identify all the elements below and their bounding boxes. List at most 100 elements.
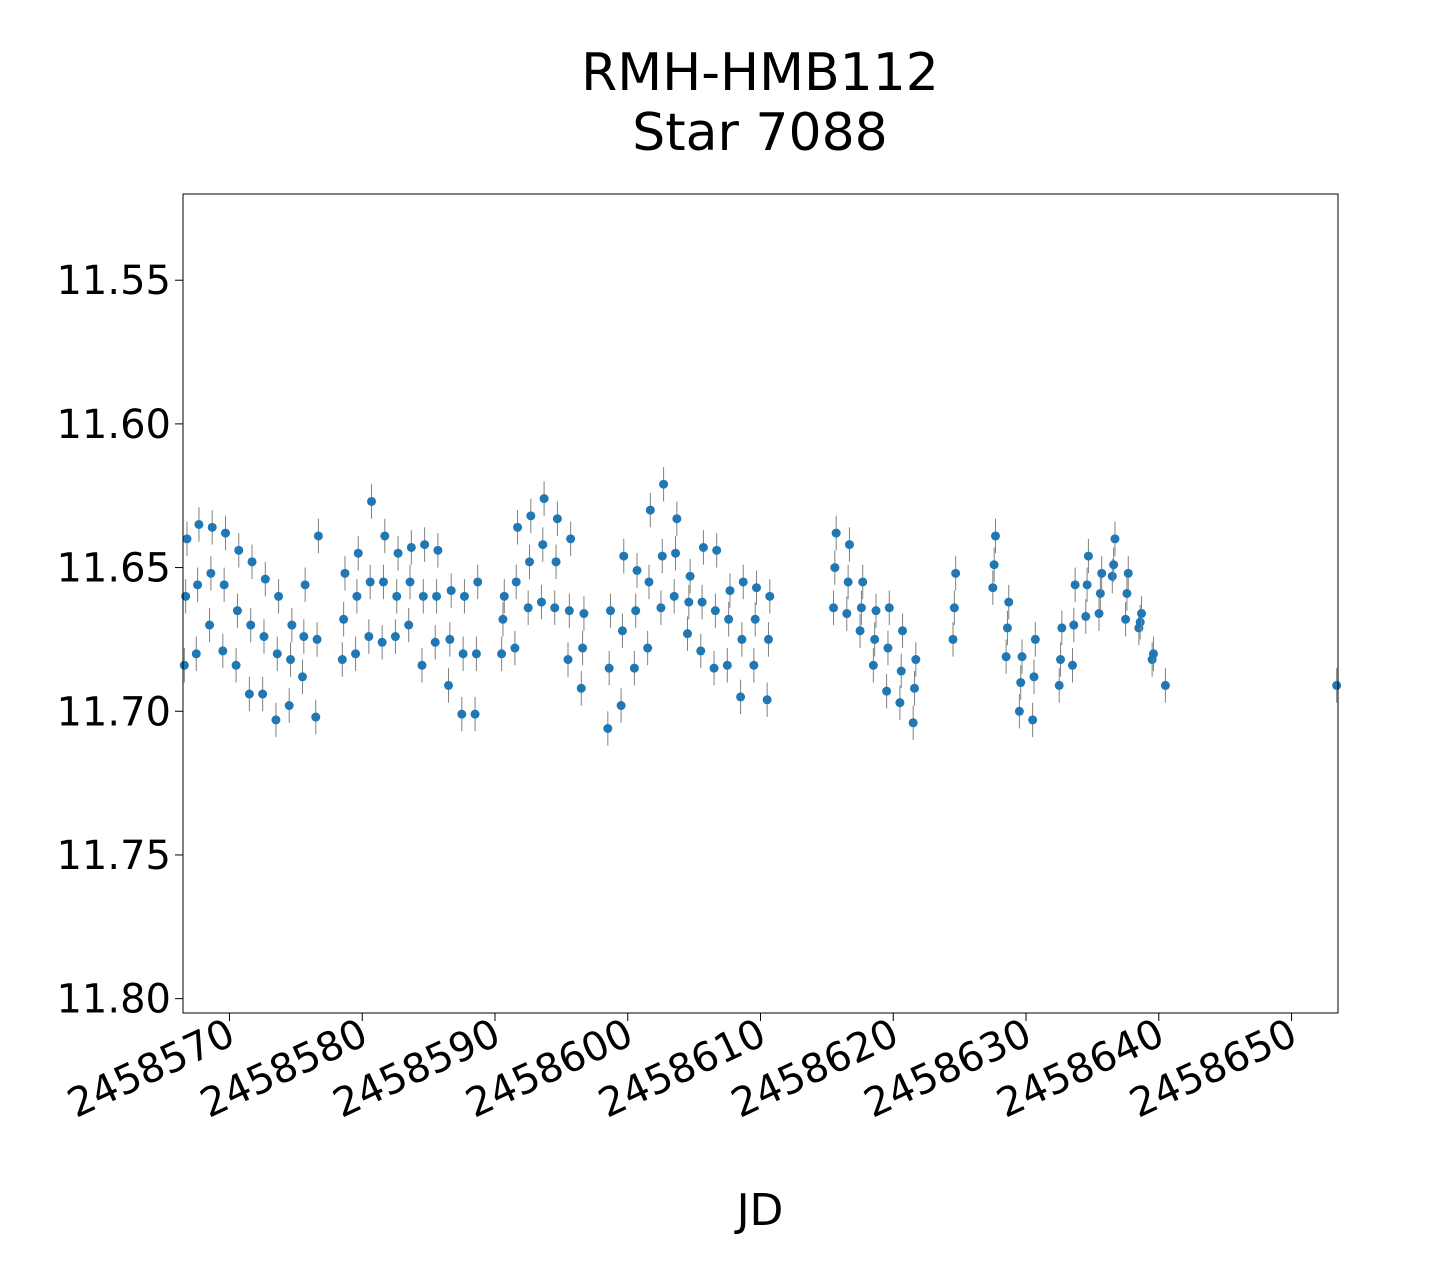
- data-marker: [1002, 623, 1012, 633]
- data-point: [631, 593, 641, 628]
- data-marker: [989, 560, 999, 570]
- data-point: [179, 648, 189, 683]
- data-point: [420, 527, 430, 562]
- data-marker: [603, 724, 613, 734]
- data-marker: [232, 606, 242, 616]
- data-point: [539, 481, 549, 516]
- data-marker: [949, 603, 959, 613]
- data-point: [669, 579, 679, 614]
- data-marker: [895, 698, 905, 708]
- data-marker: [552, 514, 562, 524]
- data-marker: [763, 634, 773, 644]
- data-marker: [432, 591, 442, 601]
- data-marker: [430, 637, 440, 647]
- data-point: [525, 544, 534, 580]
- data-marker: [244, 689, 254, 699]
- data-point: [1097, 556, 1107, 591]
- data-marker: [470, 709, 480, 719]
- data-point: [765, 579, 775, 614]
- data-point: [446, 573, 456, 608]
- data-point: [1067, 648, 1077, 683]
- data-point: [831, 515, 841, 551]
- data-marker: [1160, 680, 1170, 690]
- data-marker: [299, 632, 309, 642]
- data-point: [406, 530, 416, 565]
- data-point: [858, 564, 868, 600]
- data-point: [232, 593, 242, 628]
- data-point: [830, 550, 840, 585]
- data-point: [340, 556, 350, 591]
- y-tick-label: 11.75: [56, 833, 171, 879]
- data-point: [499, 579, 509, 614]
- data-marker: [353, 548, 363, 558]
- plot-frame: [182, 193, 1339, 1014]
- data-marker: [231, 660, 241, 670]
- data-marker: [378, 577, 388, 587]
- data-marker: [883, 643, 893, 653]
- data-marker: [578, 643, 588, 653]
- data-point: [404, 607, 414, 643]
- data-point: [725, 573, 735, 608]
- data-marker: [736, 692, 746, 702]
- data-marker: [1057, 623, 1067, 633]
- data-point: [763, 622, 773, 657]
- data-marker: [550, 603, 560, 613]
- data-marker: [1054, 680, 1064, 690]
- data-marker: [1016, 678, 1026, 688]
- data-point: [207, 510, 217, 545]
- data-marker: [351, 649, 361, 659]
- chart-subtitle: Star 7088: [632, 103, 888, 163]
- data-point: [194, 507, 204, 542]
- data-marker: [951, 568, 961, 578]
- data-marker: [340, 568, 350, 578]
- data-point: [551, 544, 561, 580]
- data-marker: [682, 629, 692, 639]
- data-point: [645, 492, 655, 528]
- data-point: [619, 538, 629, 574]
- data-point: [218, 633, 228, 669]
- data-point: [339, 602, 349, 637]
- data-marker: [393, 548, 403, 558]
- data-point: [632, 553, 642, 588]
- data-marker: [884, 603, 894, 613]
- data-point: [1122, 576, 1132, 611]
- data-marker: [284, 701, 294, 711]
- data-point: [1004, 584, 1014, 620]
- data-point: [855, 613, 865, 649]
- data-marker: [1081, 611, 1091, 621]
- data-point: [617, 613, 627, 649]
- data-point: [297, 659, 307, 695]
- data-marker: [458, 649, 468, 659]
- data-point: [1056, 642, 1066, 677]
- data-point: [988, 570, 998, 605]
- data-marker: [831, 528, 841, 538]
- data-marker: [1030, 634, 1040, 644]
- data-marker: [513, 522, 523, 532]
- data-marker: [193, 580, 203, 590]
- data-point: [457, 696, 467, 732]
- data-marker: [566, 534, 576, 544]
- data-marker: [471, 649, 481, 659]
- data-point: [671, 535, 681, 571]
- data-marker: [643, 643, 653, 653]
- data-point: [990, 518, 1000, 554]
- data-marker: [910, 683, 919, 693]
- data-point: [948, 622, 958, 657]
- data-point: [311, 699, 321, 735]
- data-point: [576, 671, 586, 706]
- data-marker: [473, 577, 483, 587]
- data-point: [471, 636, 481, 672]
- data-point: [1069, 607, 1079, 643]
- data-point: [510, 630, 520, 666]
- data-point: [616, 688, 626, 723]
- data-marker: [219, 580, 229, 590]
- data-marker: [286, 655, 296, 665]
- data-point: [1054, 668, 1064, 703]
- data-point: [1002, 610, 1012, 646]
- data-point: [659, 467, 669, 502]
- y-tick-label: 11.70: [56, 689, 171, 735]
- data-point: [445, 622, 455, 657]
- data-point: [259, 619, 269, 654]
- data-marker: [844, 540, 854, 550]
